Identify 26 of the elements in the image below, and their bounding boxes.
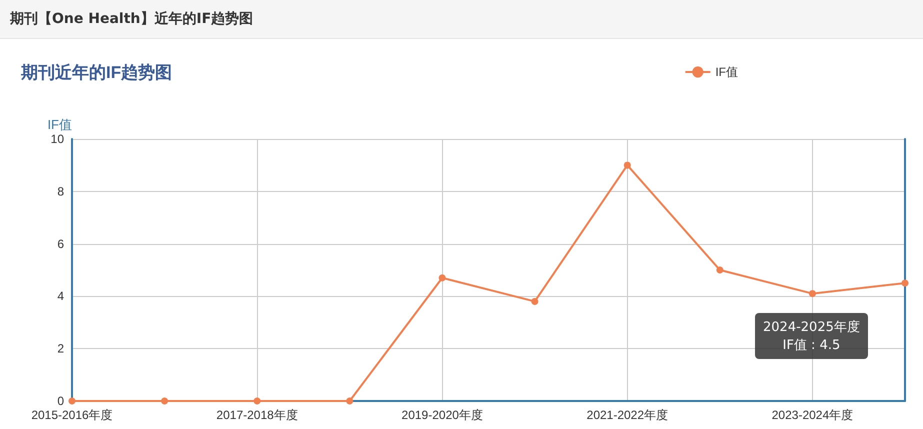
point	[902, 280, 908, 287]
point	[808, 290, 816, 298]
x-tick-label: 2019-2020年度	[402, 408, 483, 422]
y-tick-label: 2	[57, 342, 64, 356]
y-tick-label: 0	[57, 394, 64, 408]
y-tick-label: 10	[50, 132, 64, 146]
text: 期刊【One Health】近年的IF趋势图	[0, 0, 923, 39]
x-tick-label: 2021-2022年度	[586, 408, 668, 422]
point	[624, 162, 631, 169]
point	[161, 398, 168, 404]
y-tick-label: 6	[57, 236, 64, 251]
point	[346, 398, 354, 404]
point	[438, 274, 446, 282]
point	[716, 266, 724, 274]
annotation: 2024-2025年度 IF值 : 4.5	[755, 313, 868, 360]
x-tick-label: 2017-2018年度	[216, 408, 298, 422]
y-tick-label: 4	[57, 289, 64, 304]
y-axis-title: IF值	[47, 117, 72, 132]
point	[254, 398, 261, 404]
point	[531, 298, 538, 305]
y-tick-label: 8	[57, 184, 64, 198]
x-tick-label: 2015-2016年度	[31, 408, 113, 422]
point	[68, 398, 76, 404]
chart-title: 期刊近年的IF趋势图	[20, 63, 172, 82]
legend-label: IF值	[715, 65, 738, 79]
x-tick-label: 2023-2024年度	[772, 408, 854, 422]
